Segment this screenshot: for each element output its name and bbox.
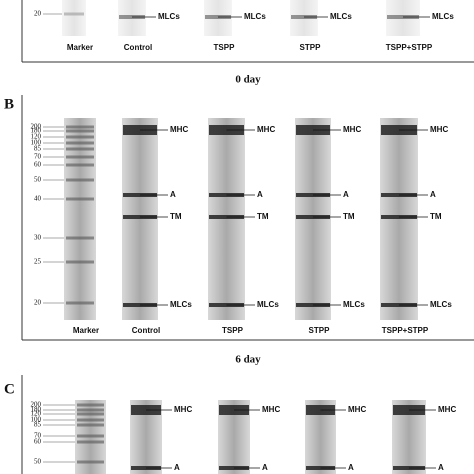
- band-label: A: [430, 190, 436, 199]
- marker-band: [66, 301, 94, 305]
- band-label: TM: [170, 212, 182, 221]
- band-label: MHC: [262, 405, 280, 414]
- marker-band: [66, 141, 94, 145]
- marker-label: 180: [31, 127, 42, 135]
- marker-label: 200: [31, 401, 42, 409]
- band-label: A: [257, 190, 263, 199]
- marker-band: [77, 423, 104, 427]
- marker-label: 20: [34, 299, 42, 307]
- band-label: A: [343, 190, 349, 199]
- band-label: MHC: [174, 405, 192, 414]
- marker-band: [66, 163, 94, 167]
- marker-band: [77, 408, 104, 412]
- band-label: MLCs: [330, 12, 352, 21]
- gel-lane: [62, 0, 86, 36]
- band-label: MLCs: [343, 300, 365, 309]
- gel-lane: [64, 118, 96, 320]
- lane-label: Marker: [67, 43, 93, 52]
- marker-label: 100: [31, 139, 42, 147]
- lane-label: TSPP+STPP: [382, 326, 429, 335]
- marker-label: 25: [34, 258, 42, 266]
- marker-band: [77, 440, 104, 444]
- band-label: MHC: [343, 125, 361, 134]
- marker-band: [66, 197, 94, 201]
- marker-label: 70: [34, 153, 42, 161]
- lane-label: TSPP: [214, 43, 236, 52]
- panel-label: B: [4, 96, 14, 112]
- marker-band: [77, 418, 104, 422]
- band-label: MLCs: [244, 12, 266, 21]
- marker-label: 200: [31, 123, 42, 131]
- marker-label: 30: [34, 234, 42, 242]
- lane-label: TSPP: [222, 326, 244, 335]
- marker-band: [66, 135, 94, 139]
- band-label: MHC: [170, 125, 188, 134]
- band-label: MLCs: [257, 300, 279, 309]
- marker-band: [66, 147, 94, 151]
- band-label: MHC: [438, 405, 456, 414]
- band-label: MLCs: [432, 12, 454, 21]
- marker-band: [66, 129, 94, 133]
- marker-label: 85: [34, 421, 42, 429]
- marker-band: [77, 434, 104, 438]
- marker-label: 70: [34, 432, 42, 440]
- band-label: MHC: [430, 125, 448, 134]
- panel-label: C: [4, 381, 15, 397]
- band-label: MLCs: [170, 300, 192, 309]
- marker-label: 120: [31, 133, 42, 141]
- marker-label: 100: [31, 416, 42, 424]
- band-label: MLCs: [430, 300, 452, 309]
- band-label: A: [174, 463, 180, 472]
- gel-lane: [386, 0, 420, 36]
- marker-band: [77, 412, 104, 416]
- marker-label: 60: [34, 438, 42, 446]
- band-label: TM: [343, 212, 355, 221]
- marker-band: [77, 403, 104, 407]
- gel-lane: [118, 0, 146, 36]
- marker-label: 85: [34, 145, 42, 153]
- lane-label: Control: [132, 326, 160, 335]
- gel-lane: [290, 0, 318, 36]
- marker-band: [66, 178, 94, 182]
- panel-caption: 0 day: [235, 74, 261, 86]
- marker-band: [64, 12, 84, 16]
- band-label: MHC: [348, 405, 366, 414]
- marker-band: [66, 236, 94, 240]
- marker-label: 60: [34, 161, 42, 169]
- marker-label: 180: [31, 406, 42, 414]
- marker-label: 50: [34, 176, 42, 184]
- lane-label: STPP: [300, 43, 322, 52]
- marker-label: 20: [34, 10, 42, 18]
- band-label: MLCs: [158, 12, 180, 21]
- band-label: A: [348, 463, 354, 472]
- band-label: A: [170, 190, 176, 199]
- frames: [21, 0, 474, 474]
- band-label: TM: [430, 212, 442, 221]
- lane-label: TSPP+STPP: [386, 43, 433, 52]
- marker-label: 40: [34, 195, 42, 203]
- marker-label: 50: [34, 458, 42, 466]
- marker-band: [77, 460, 104, 464]
- marker-label: 120: [31, 410, 42, 418]
- lane-label: Control: [124, 43, 152, 52]
- gel-lane: [204, 0, 232, 36]
- band-label: A: [438, 463, 444, 472]
- marker-band: [66, 260, 94, 264]
- panel-caption: 6 day: [235, 354, 261, 366]
- band-label: MHC: [257, 125, 275, 134]
- lane-label: STPP: [309, 326, 331, 335]
- marker-band: [66, 155, 94, 159]
- marker-band: [66, 125, 94, 129]
- lane-label: Marker: [73, 326, 99, 335]
- band-label: A: [262, 463, 268, 472]
- band-label: TM: [257, 212, 269, 221]
